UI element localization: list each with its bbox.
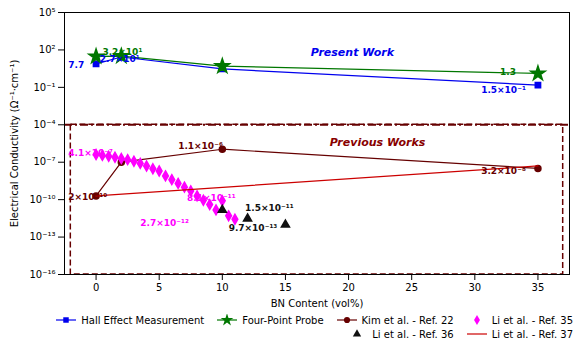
html-text:Hall Effect Measurement: Hall Effect Measurement (81, 314, 205, 326)
svg-text:2.7×10⁻¹²: 2.7×10⁻¹² (140, 218, 189, 228)
svg-text:4.1×10⁻⁷: 4.1×10⁻⁷ (68, 148, 113, 158)
svg-text:Previous Works: Previous Works (330, 136, 426, 149)
svg-text:10⁵: 10⁵ (39, 7, 56, 18)
svg-text:BN Content (vol%): BN Content (vol%) (271, 298, 364, 309)
svg-text:35: 35 (532, 282, 545, 293)
html-text:Kim et al. - Ref. 22: Kim et al. - Ref. 22 (361, 314, 454, 326)
svg-text:2.7×10¹: 2.7×10¹ (99, 53, 140, 64)
svg-text:10⁻¹: 10⁻¹ (33, 82, 55, 93)
svg-text:2×10⁻¹⁰: 2×10⁻¹⁰ (68, 192, 107, 202)
svg-text:10⁻⁷: 10⁻⁷ (33, 156, 55, 167)
svg-text:8.1×10⁻¹¹: 8.1×10⁻¹¹ (187, 193, 236, 203)
svg-text:20: 20 (342, 282, 355, 293)
svg-text:Electrical Conductivity (Ω⁻¹·c: Electrical Conductivity (Ω⁻¹·cm⁻¹) (9, 60, 20, 228)
html-text:Li et al. - Ref. 37: Li et al. - Ref. 37 (491, 328, 573, 340)
svg-text:9.7×10⁻¹³: 9.7×10⁻¹³ (229, 223, 278, 233)
svg-text:Present Work: Present Work (311, 46, 395, 59)
html-text:Li et al. - Ref. 35: Li et al. - Ref. 35 (491, 314, 573, 326)
svg-text:25: 25 (405, 282, 418, 293)
svg-text:30: 30 (468, 282, 481, 293)
svg-text:1.5×10⁻¹¹: 1.5×10⁻¹¹ (245, 203, 294, 213)
svg-text:10⁻⁴: 10⁻⁴ (33, 119, 55, 130)
svg-text:10⁻¹³: 10⁻¹³ (29, 231, 55, 242)
svg-text:5: 5 (156, 282, 162, 293)
svg-text:10⁻¹⁶: 10⁻¹⁶ (29, 269, 55, 280)
svg-text:10: 10 (216, 282, 229, 293)
svg-text:1.1×10⁻⁶: 1.1×10⁻⁶ (178, 141, 223, 151)
html-text:Li et al. - Ref. 36: Li et al. - Ref. 36 (372, 328, 454, 340)
svg-text:10⁻¹⁰: 10⁻¹⁰ (29, 194, 55, 205)
svg-text:1.3: 1.3 (500, 67, 516, 77)
svg-text:15: 15 (279, 282, 292, 293)
svg-text:10²: 10² (39, 44, 56, 55)
svg-text:3.2×10¹: 3.2×10¹ (102, 47, 142, 57)
svg-text:1.5×10⁻¹: 1.5×10⁻¹ (481, 85, 526, 95)
svg-text:3.2×10⁻⁸: 3.2×10⁻⁸ (481, 166, 526, 176)
html-text:Four-Point Probe: Four-Point Probe (242, 314, 324, 326)
svg-text:7.7: 7.7 (68, 60, 84, 70)
svg-text:0: 0 (93, 282, 99, 293)
